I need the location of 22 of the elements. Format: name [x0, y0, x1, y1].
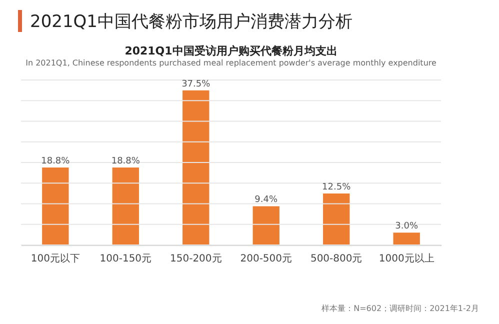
data-label: 18.8% — [41, 156, 70, 166]
data-label: 9.4% — [254, 195, 278, 206]
x-tick-label: 100元以下 — [30, 252, 80, 264]
chart-title: 2021Q1中国代餐粉市场用户消费潜力分析 — [30, 10, 352, 32]
x-tick-label: 100-150元 — [100, 254, 152, 264]
bar — [182, 90, 210, 245]
bar — [323, 193, 350, 245]
bar — [112, 167, 139, 245]
x-tick-label: 200-500元 — [240, 254, 292, 264]
data-label: 12.5% — [322, 182, 352, 192]
text: In 2021Q1, Chinese respondents purchased meal replacement powder's average monthly expenditure — [26, 58, 436, 68]
chart-subtitle: 2021Q1中国受访用户购买代餐粉月均支出 — [124, 44, 338, 58]
bar — [252, 206, 280, 245]
x-tick-label: 150-200元 — [170, 254, 222, 264]
bar — [393, 232, 420, 245]
text: 样本量：N=602；调研时间：2021年1-2月 — [322, 303, 479, 314]
x-tick-label: 500-800元 — [310, 254, 362, 264]
bar — [42, 167, 69, 245]
x-tick-label: 1000元以上 — [378, 252, 434, 264]
data-label: 3.0% — [395, 222, 418, 232]
data-label: 18.8% — [111, 156, 140, 166]
data-label: 37.5% — [182, 79, 211, 90]
